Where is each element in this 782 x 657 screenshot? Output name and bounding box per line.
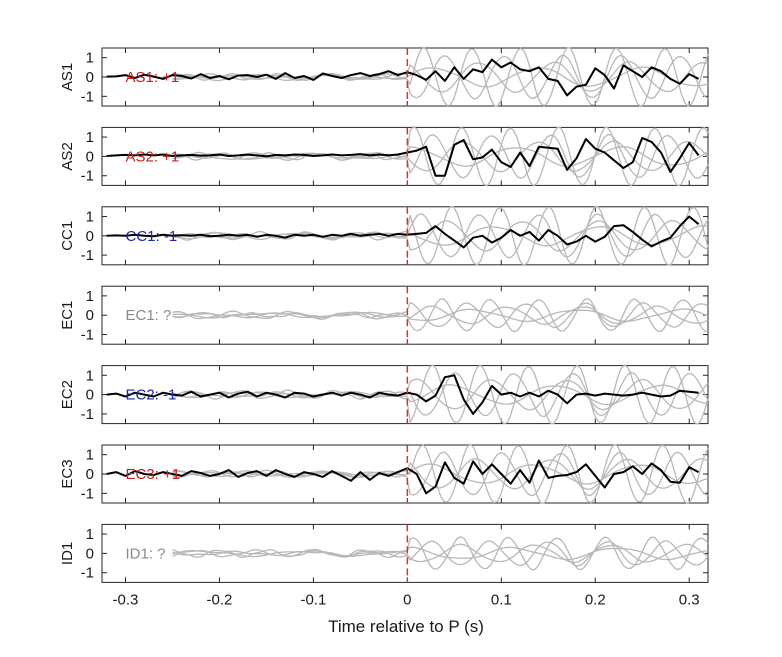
y-tick-label: 0 <box>86 545 94 562</box>
x-tick-label: 0.2 <box>585 591 606 608</box>
background-trace <box>172 54 709 100</box>
x-tick-label: -0.2 <box>207 591 233 608</box>
y-axis-label: CC1 <box>59 221 76 251</box>
y-tick-label: 1 <box>86 50 94 67</box>
panel-ec3: 1 0 -1 EC3 EC3: +1 <box>59 443 709 505</box>
panel-cc1: 1 0 -1 CC1 CC1: -1 <box>59 205 709 267</box>
background-trace <box>172 463 709 485</box>
y-tick-label: -1 <box>81 327 94 344</box>
panel-as2: 1 0 -1 AS2 AS2: +1 <box>59 125 709 187</box>
polarity-annotation: AS2: +1 <box>125 148 179 165</box>
x-tick-label: 0.1 <box>491 591 512 608</box>
polarity-annotation: EC1: ? <box>125 307 171 324</box>
y-tick-label: 1 <box>86 129 94 146</box>
series-line-as1 <box>106 58 700 97</box>
y-tick-label: -1 <box>81 485 94 502</box>
background-trace <box>172 371 709 418</box>
polarity-annotation: EC2: -1 <box>125 387 176 404</box>
x-tick-label: -0.3 <box>113 591 139 608</box>
y-tick-label: 1 <box>86 288 94 305</box>
background-trace <box>172 205 709 267</box>
y-tick-label: -1 <box>81 168 94 185</box>
y-tick-label: 1 <box>86 526 94 543</box>
series-line-cc1 <box>106 215 700 249</box>
y-axis-label: EC3 <box>59 459 76 488</box>
y-tick-label: 0 <box>86 228 94 245</box>
background-trace <box>172 219 709 252</box>
panel-ec1: 1 0 -1 EC1 EC1: ? <box>59 285 709 345</box>
y-tick-label: -1 <box>81 88 94 105</box>
x-tick-label: 0 <box>403 591 411 608</box>
y-tick-label: -1 <box>81 406 94 423</box>
y-axis-label: AS1 <box>59 63 76 91</box>
x-axis-label: Time relative to P (s) <box>328 617 484 636</box>
y-axis-label: ID1 <box>59 542 76 565</box>
y-tick-label: 1 <box>86 447 94 464</box>
background-trace <box>172 535 709 571</box>
y-tick-label: 0 <box>86 466 94 483</box>
series-line-ec3 <box>106 459 700 495</box>
y-tick-label: 0 <box>86 307 94 324</box>
background-trace <box>172 134 709 180</box>
background-trace <box>172 364 709 425</box>
series-line-as2 <box>106 137 700 177</box>
x-tick-labels: -0.3 -0.2 -0.1 0 0.1 0.2 0.3 <box>113 591 700 608</box>
background-trace <box>172 540 709 567</box>
y-tick-label: 0 <box>86 148 94 165</box>
background-trace <box>172 378 709 411</box>
y-tick-label: -1 <box>81 565 94 582</box>
y-axis-label: EC2 <box>59 380 76 409</box>
background-trace <box>172 308 709 323</box>
y-axis-label: AS2 <box>59 142 76 170</box>
panels: 1 0 -1 AS1 AS1: +1 1 0 -1 AS2 AS2: +1 1 0 -1 CC1 CC1: … <box>59 46 709 583</box>
background-trace <box>172 451 709 497</box>
background-trace <box>172 301 709 329</box>
y-tick-label: 1 <box>86 367 94 384</box>
y-tick-label: 0 <box>86 387 94 404</box>
polarity-annotation: EC3: +1 <box>125 466 180 483</box>
x-tick-label: -0.1 <box>300 591 326 608</box>
polarity-annotation: AS1: +1 <box>125 69 179 86</box>
background-trace <box>172 297 709 333</box>
y-axis-label: EC1 <box>59 301 76 330</box>
y-tick-label: 0 <box>86 69 94 86</box>
panel-as1: 1 0 -1 AS1 AS1: +1 <box>59 46 709 108</box>
polarity-annotation: CC1: -1 <box>125 228 177 245</box>
series-line-ec2 <box>106 374 699 415</box>
y-tick-label: -1 <box>81 247 94 264</box>
panel-id1: 1 0 -1 ID1 ID1: ? <box>59 523 709 583</box>
background-trace <box>172 46 709 108</box>
polarity-annotation: ID1: ? <box>125 545 165 562</box>
panel-ec2: 1 0 -1 EC2 EC2: -1 <box>59 364 709 425</box>
y-tick-label: 1 <box>86 208 94 225</box>
background-trace <box>172 543 709 564</box>
x-tick-label: 0.3 <box>679 591 700 608</box>
